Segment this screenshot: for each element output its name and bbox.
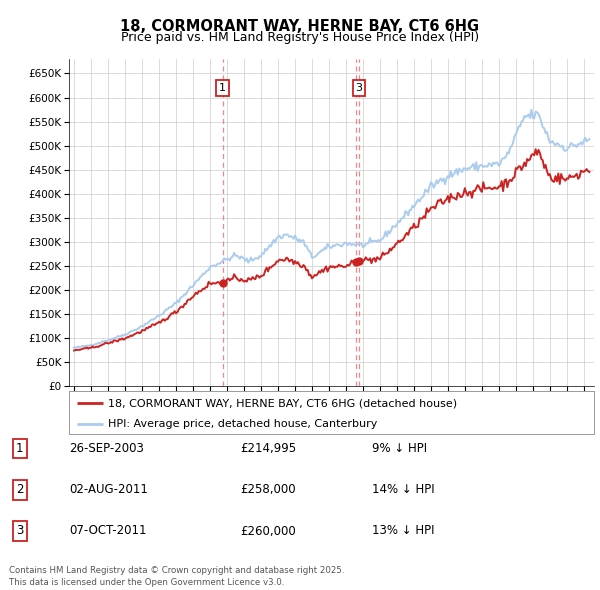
Text: 2: 2 [16, 483, 23, 496]
Text: 9% ↓ HPI: 9% ↓ HPI [372, 442, 427, 455]
Text: £214,995: £214,995 [240, 442, 296, 455]
Text: 14% ↓ HPI: 14% ↓ HPI [372, 483, 434, 496]
Text: 3: 3 [356, 83, 362, 93]
Text: Contains HM Land Registry data © Crown copyright and database right 2025.
This d: Contains HM Land Registry data © Crown c… [9, 566, 344, 587]
Text: 3: 3 [16, 525, 23, 537]
Text: 1: 1 [219, 83, 226, 93]
Text: 13% ↓ HPI: 13% ↓ HPI [372, 525, 434, 537]
Text: £258,000: £258,000 [240, 483, 296, 496]
Text: HPI: Average price, detached house, Canterbury: HPI: Average price, detached house, Cant… [109, 419, 378, 430]
Text: 26-SEP-2003: 26-SEP-2003 [69, 442, 144, 455]
Text: 18, CORMORANT WAY, HERNE BAY, CT6 6HG (detached house): 18, CORMORANT WAY, HERNE BAY, CT6 6HG (d… [109, 398, 458, 408]
Text: 18, CORMORANT WAY, HERNE BAY, CT6 6HG: 18, CORMORANT WAY, HERNE BAY, CT6 6HG [121, 19, 479, 34]
Text: 1: 1 [16, 442, 23, 455]
Text: Price paid vs. HM Land Registry's House Price Index (HPI): Price paid vs. HM Land Registry's House … [121, 31, 479, 44]
Text: 07-OCT-2011: 07-OCT-2011 [69, 525, 146, 537]
Text: 02-AUG-2011: 02-AUG-2011 [69, 483, 148, 496]
Text: £260,000: £260,000 [240, 525, 296, 537]
